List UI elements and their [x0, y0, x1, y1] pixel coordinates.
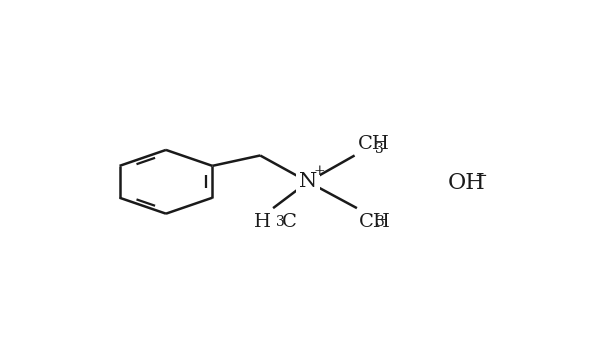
Text: 3: 3 [374, 142, 383, 156]
Text: +: + [313, 164, 325, 178]
Text: CH: CH [358, 135, 390, 153]
Text: CH: CH [359, 213, 391, 231]
Text: 3: 3 [276, 215, 285, 229]
Text: H: H [254, 213, 270, 231]
Text: OH: OH [448, 172, 486, 194]
Text: C: C [282, 213, 297, 231]
Text: 3: 3 [376, 215, 384, 229]
Text: N: N [299, 172, 317, 191]
Text: −: − [475, 169, 487, 183]
